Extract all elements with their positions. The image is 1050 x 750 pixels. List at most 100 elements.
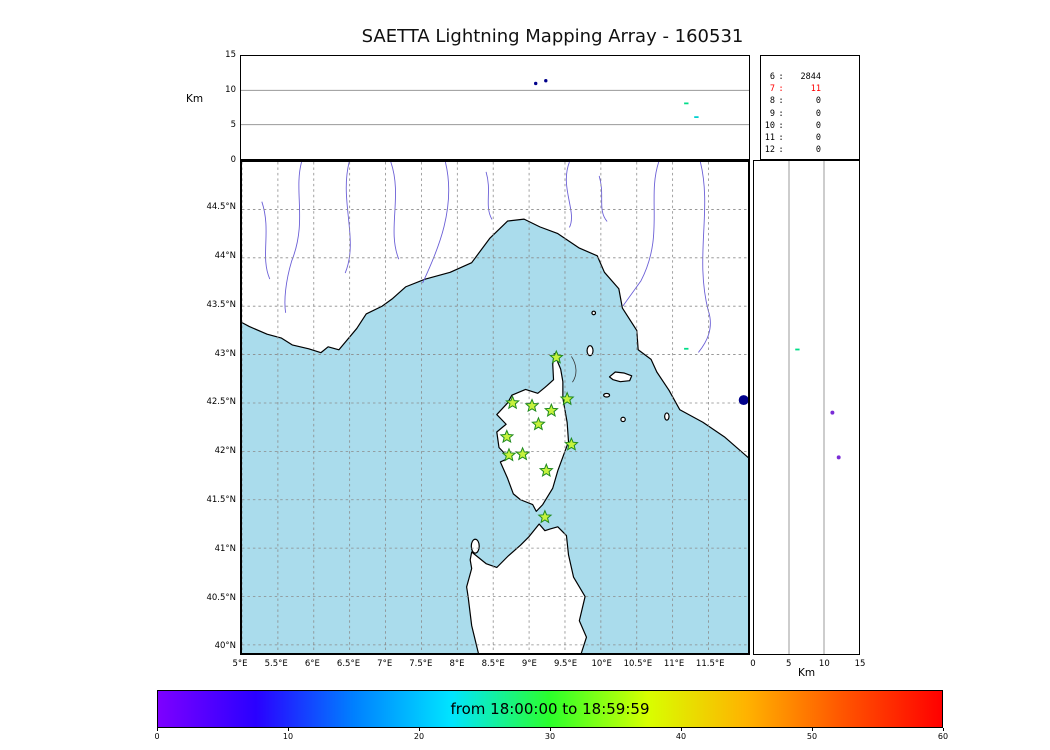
altitude-tick-label: 10 — [225, 84, 236, 95]
colorbar-tick-mark — [156, 728, 158, 731]
data-point — [544, 79, 548, 83]
station-count-row: 11:0 — [764, 133, 821, 144]
colorbar-tick-mark — [811, 728, 813, 731]
island-elba — [608, 371, 633, 383]
station-count-rows: 6:2844 7:11 8:0 9:0 10:0 11:0 12:0 — [761, 71, 859, 156]
altitude-longitude-panel — [240, 55, 750, 160]
island-capraia — [586, 345, 594, 357]
river — [261, 201, 271, 280]
station-count-row: 12:0 — [764, 145, 821, 156]
colorbar-tick-label: 60 — [937, 732, 949, 741]
data-point — [684, 102, 689, 105]
km-axis-label: Km — [797, 667, 816, 679]
km-tick-label: 5 — [785, 659, 792, 669]
colorbar-tick-mark — [549, 728, 551, 731]
colorbar-tick-label: 0 — [154, 732, 160, 741]
river — [622, 162, 660, 307]
lat-tick-label: 44.5°N — [206, 202, 236, 213]
lon-tick-label: 6.5°E — [336, 659, 361, 669]
lat-tick-label: 42°N — [214, 446, 236, 457]
station-marker — [499, 429, 515, 444]
data-point — [684, 347, 689, 350]
lon-tick-label: 5°E — [232, 659, 248, 669]
lon-tick-label: 6°E — [304, 659, 320, 669]
station-count-row: 10:0 — [764, 120, 821, 131]
station-marker — [559, 391, 575, 406]
lat-tick-label: 41°N — [214, 543, 236, 554]
station-count-panel: 6:2844 7:11 8:0 9:0 10:0 11:0 12:0 — [760, 55, 860, 160]
data-point — [836, 455, 841, 460]
coastline-sardinia — [466, 523, 588, 653]
lon-tick-label: 9.5°E — [553, 659, 578, 669]
station-marker — [524, 398, 540, 413]
km-tick-label: 15 — [854, 659, 866, 669]
rivers — [261, 162, 711, 353]
lon-tick-label: 8.5°E — [481, 659, 505, 669]
island-montecristo — [620, 416, 626, 423]
station-count-row: 9:0 — [769, 108, 821, 119]
lon-tick-label: 9°E — [521, 659, 537, 669]
colorbar-tick-label: 50 — [806, 732, 818, 741]
river — [344, 162, 351, 274]
station-marker — [537, 509, 553, 524]
colorbar-tick-mark — [942, 728, 944, 731]
altitude-tick-label: 5 — [230, 119, 236, 130]
lat-tick-label: 40.5°N — [206, 592, 236, 603]
data-point — [795, 348, 800, 351]
station-marker — [515, 446, 530, 461]
lat-tick-label: 40°N — [214, 641, 236, 652]
altitude-tick-label: 15 — [225, 49, 236, 60]
lon-tick-label: 5.5°E — [264, 659, 288, 669]
river — [390, 162, 400, 260]
island-asinara — [470, 538, 480, 554]
station-marker — [549, 349, 564, 364]
lon-tick-label: 11.5°E — [695, 659, 725, 669]
lon-tick-label: 11°E — [663, 659, 685, 669]
colorbar-tick-mark — [287, 728, 289, 731]
map — [242, 162, 748, 653]
river — [598, 175, 608, 222]
station-count-row: 7:11 — [769, 84, 821, 95]
colorbar-tick-mark — [418, 728, 420, 731]
data-point — [694, 116, 699, 118]
map-panel — [240, 160, 750, 655]
island-gorgona — [591, 310, 597, 316]
station-count-row: 8:0 — [769, 96, 821, 107]
station-marker — [564, 436, 579, 451]
altitude-axis-label: Km — [186, 93, 204, 105]
lon-tick-label: 10.5°E — [623, 659, 653, 669]
coastline-mainland — [242, 162, 748, 459]
station-marker — [531, 416, 546, 431]
lat-tick-label: 43°N — [214, 348, 236, 359]
river — [422, 162, 450, 284]
lon-tick-label: 8°E — [449, 659, 465, 669]
colorbar-tick-label: 40 — [675, 732, 687, 741]
river — [485, 171, 493, 220]
station-marker — [543, 402, 559, 418]
altitude-tick-label: 0 — [230, 154, 236, 165]
river — [698, 162, 711, 353]
km-tick-label: 0 — [750, 659, 756, 669]
data-point — [534, 81, 538, 86]
figure-title: SAETTA Lightning Mapping Array - 160531 — [361, 26, 744, 47]
lat-tick-label: 44°N — [214, 251, 236, 262]
data-point — [738, 395, 748, 406]
altitude-latitude-panel — [753, 160, 860, 655]
colorbar-tick-label: 10 — [282, 732, 294, 741]
station-marker — [538, 462, 554, 478]
island-pianosa — [603, 392, 611, 398]
lon-tick-label: 7°E — [377, 659, 393, 669]
lon-tick-label: 7.5°E — [409, 659, 433, 669]
lat-tick-label: 43.5°N — [206, 299, 236, 310]
altitude-latitude-plot — [788, 161, 841, 654]
colorbar: from 18:00:00 to 18:59:59 — [157, 690, 943, 728]
lat-tick-label: 42.5°N — [206, 397, 236, 408]
colorbar-tick-label: 30 — [544, 732, 556, 741]
lat-tick-label: 41.5°N — [206, 494, 236, 505]
flash-streak — [571, 356, 577, 383]
coastline-corsica — [496, 353, 570, 512]
station-count-row: 6:2844 — [769, 72, 821, 82]
km-tick-label: 10 — [818, 659, 830, 669]
lon-tick-label: 10°E — [591, 659, 612, 669]
